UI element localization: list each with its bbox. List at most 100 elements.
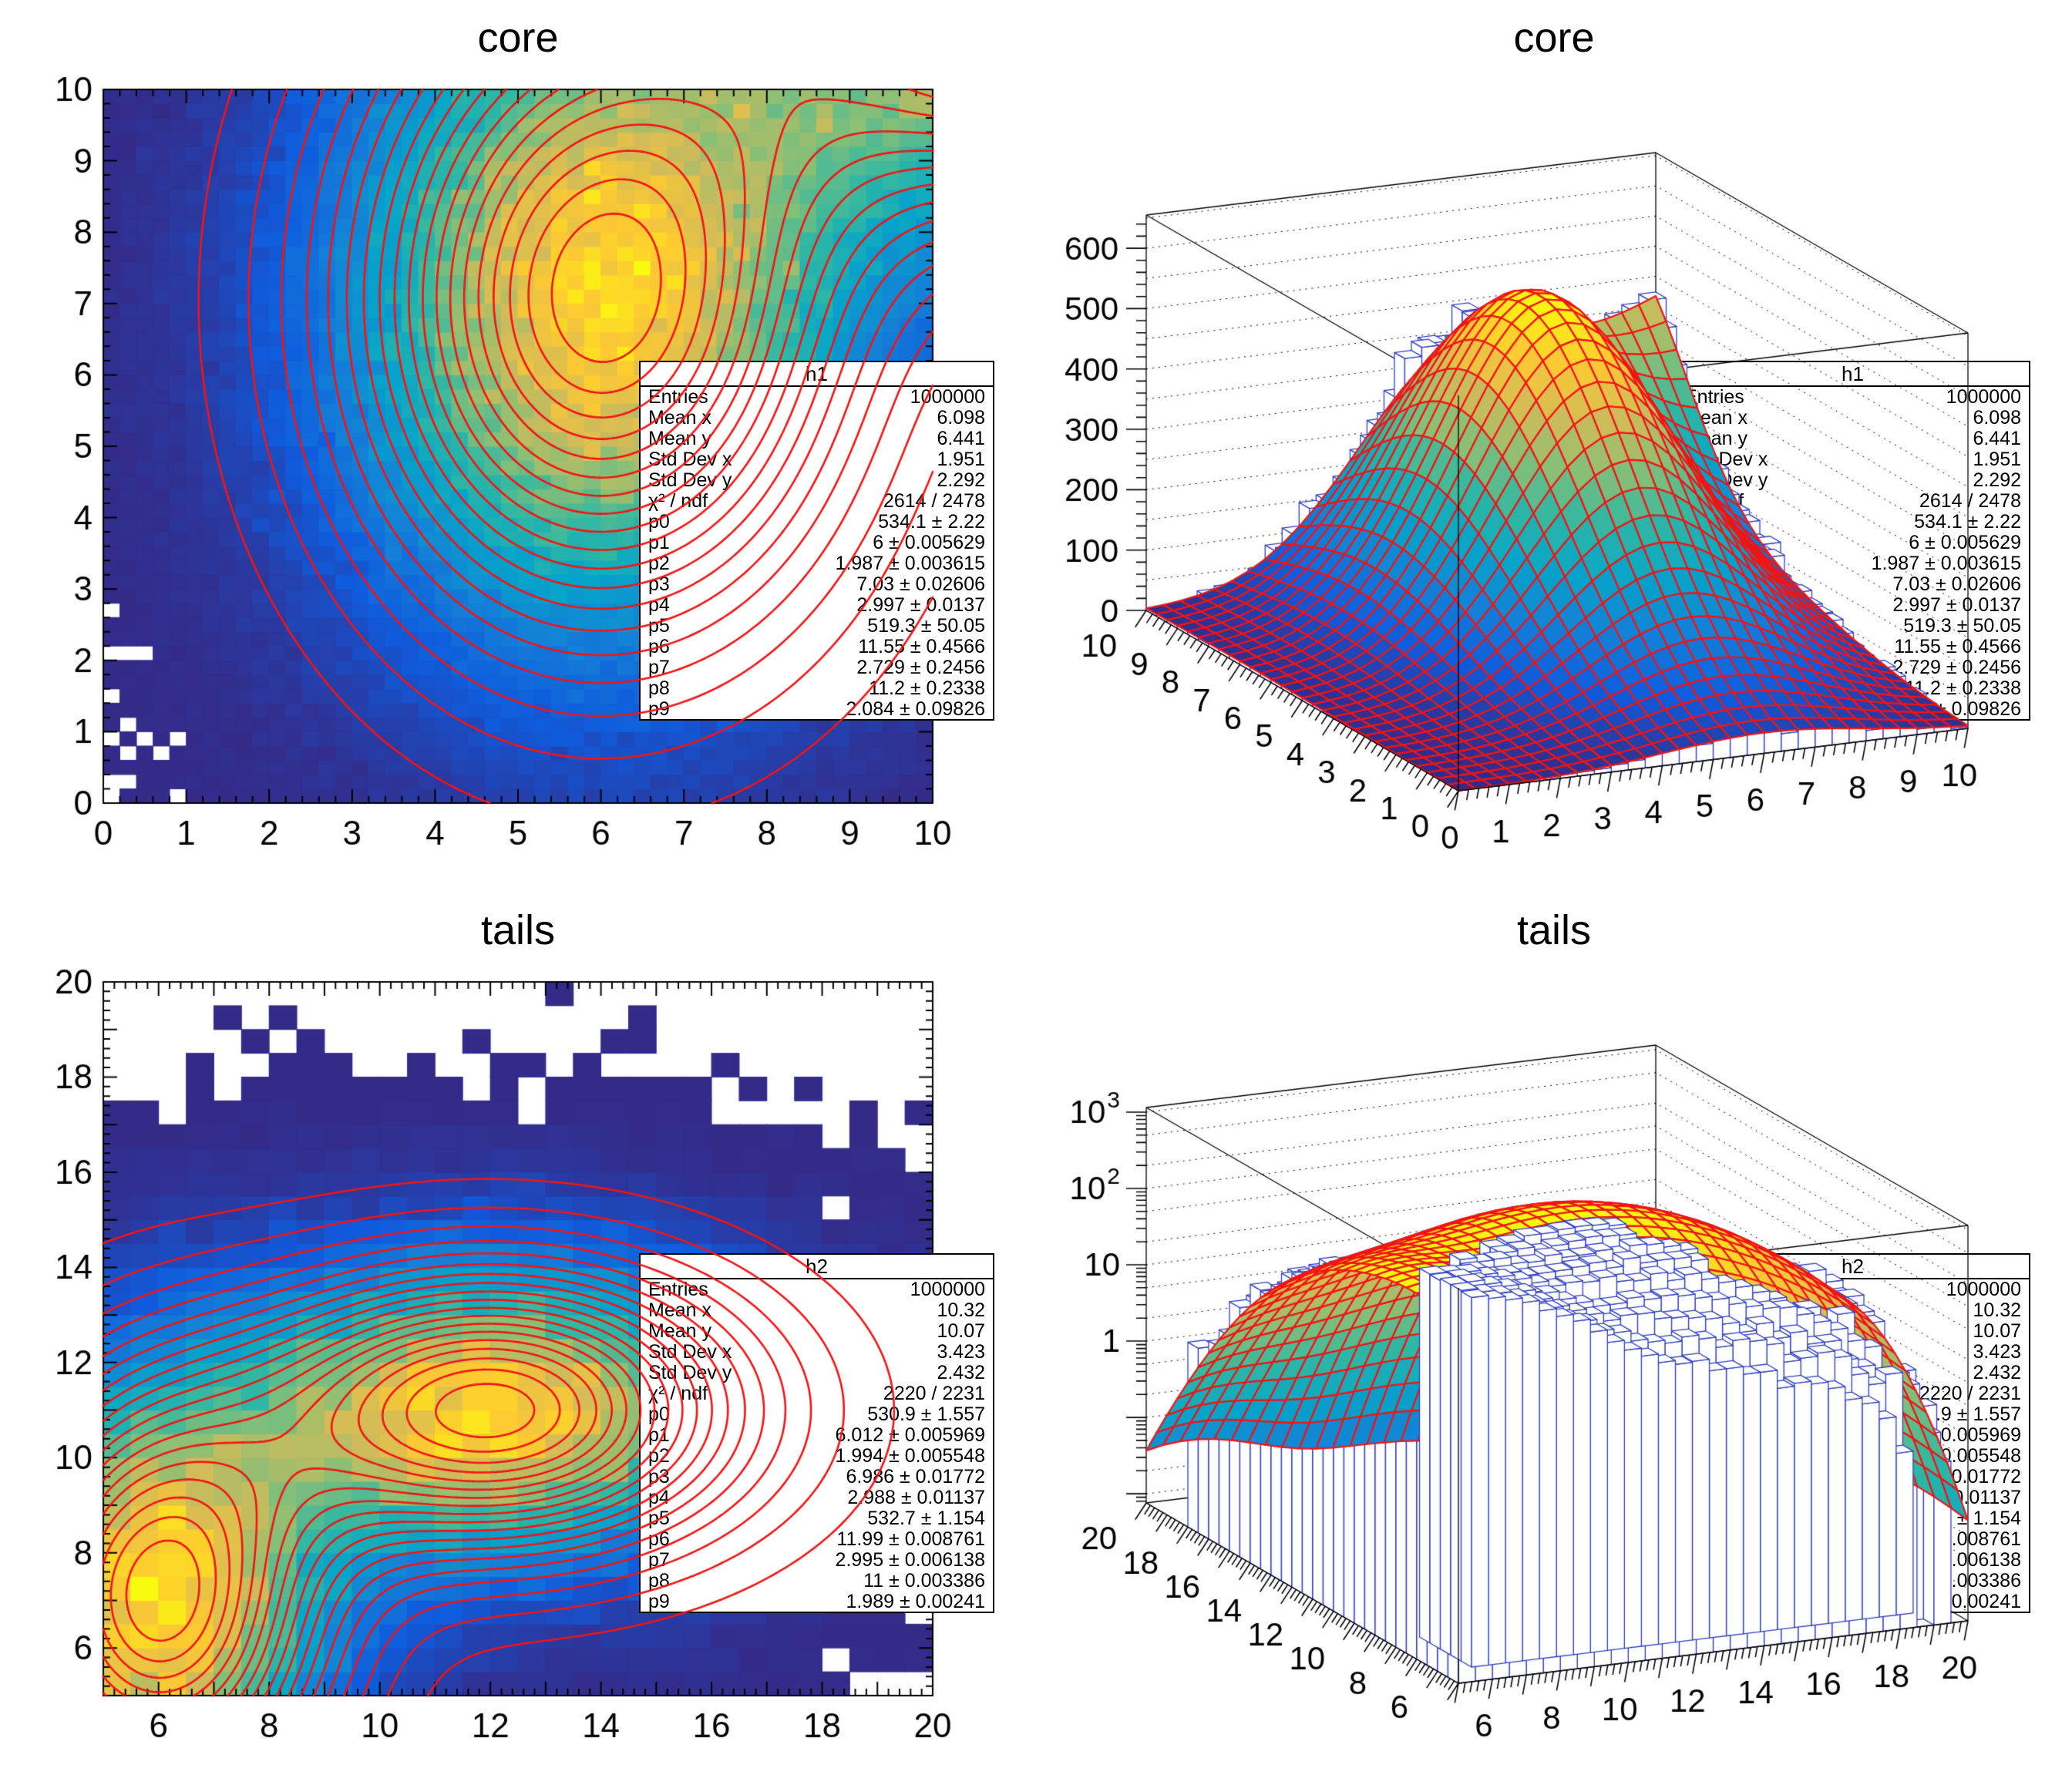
stat-row-value: 6.441 xyxy=(1973,428,2021,449)
stat-row-label: p9 xyxy=(648,698,670,720)
stat-row-label: p7 xyxy=(1684,1549,1706,1571)
stat-row-label: p2 xyxy=(648,553,670,574)
stat-row-label: χ² / ndf xyxy=(648,490,708,512)
stat-row-value: 3.423 xyxy=(937,1341,985,1363)
stat-row-label: p3 xyxy=(648,573,670,595)
stat-row-value: 534.1 ± 2.22 xyxy=(1914,511,2021,533)
pad-tails-surface: h2 Entries 1000000 Mean x 10.32 Mean y 10.07 S… xyxy=(1036,892,2072,1785)
stat-row-label: p7 xyxy=(648,657,670,678)
stat-row-value: 2.292 xyxy=(1973,469,2021,491)
stat-row-value: 2.997 ± 0.0137 xyxy=(856,594,985,616)
stat-row-label: χ² / ndf xyxy=(648,1383,708,1404)
stat-row-value: 2.292 xyxy=(937,469,985,491)
stat-row: p3 6.986 ± 0.01772 xyxy=(1677,1467,2029,1488)
stat-row-value: 2220 / 2231 xyxy=(1919,1383,2021,1404)
stat-row: p7 2.729 ± 0.2456 xyxy=(641,657,993,678)
stat-row-label: Std Dev x xyxy=(648,1341,732,1363)
statbox-title: h2 xyxy=(641,1255,993,1279)
stat-row-label: p1 xyxy=(1684,1424,1706,1446)
stat-row: p9 1.989 ± 0.00241 xyxy=(641,1592,993,1612)
stat-row: p1 6.012 ± 0.005969 xyxy=(641,1425,993,1446)
stat-row-label: p1 xyxy=(648,532,670,553)
pad-title-core-surface: core xyxy=(1513,15,1595,61)
stat-row-value: 534.1 ± 2.22 xyxy=(878,511,985,533)
stat-row-label: p6 xyxy=(648,636,670,657)
stat-row-value: 1000000 xyxy=(910,386,985,408)
stat-row-value: 1.989 ± 0.00241 xyxy=(846,1591,985,1612)
stat-row-value: 1.951 xyxy=(1973,449,2021,470)
pad-core-heatmap: h1 Entries 1000000 Mean x 6.098 Mean y 6.441 S… xyxy=(0,0,1036,892)
pad-core-surface: h1 Entries 1000000 Mean x 6.098 Mean y 6.441 S… xyxy=(1036,0,2072,892)
statbox-rows: Entries 1000000 Mean x 10.32 Mean y 10.07 Std … xyxy=(641,1279,993,1612)
stat-row: Std Dev y 2.432 xyxy=(641,1363,993,1383)
stat-row-label: p7 xyxy=(1684,657,1706,678)
stat-row-label: Entries xyxy=(648,1279,708,1300)
stat-row-value: 6.986 ± 0.01772 xyxy=(846,1466,985,1488)
stat-row: p4 2.997 ± 0.0137 xyxy=(641,595,993,616)
stat-row-label: Entries xyxy=(1684,386,1744,408)
stat-row: p8 11.2 ± 0.2338 xyxy=(1677,678,2029,699)
stat-row: p8 11 ± 0.003386 xyxy=(1677,1571,2029,1592)
stat-row: Mean x 6.098 xyxy=(641,408,993,429)
stat-row: Mean y 6.441 xyxy=(641,429,993,449)
stat-row: Mean y 10.07 xyxy=(1677,1321,2029,1342)
stat-row-label: p4 xyxy=(648,1487,670,1508)
stat-row-value: 2.729 ± 0.2456 xyxy=(1892,657,2021,678)
stat-row: p9 2.084 ± 0.09826 xyxy=(1677,699,2029,720)
stat-row: Entries 1000000 xyxy=(1677,1279,2029,1300)
stat-row: p0 530.9 ± 1.557 xyxy=(641,1404,993,1425)
stat-row-label: p4 xyxy=(1684,594,1706,616)
stat-row-label: p2 xyxy=(648,1445,670,1467)
stat-row-value: 6.012 ± 0.005969 xyxy=(1871,1424,2021,1446)
stat-row-value: 2.729 ± 0.2456 xyxy=(856,657,985,678)
stat-row-value: 2.084 ± 0.09826 xyxy=(846,698,985,720)
stat-row-label: Entries xyxy=(1684,1279,1744,1300)
stat-row: Mean x 6.098 xyxy=(1677,408,2029,429)
stat-row-value: 2220 / 2231 xyxy=(883,1383,985,1404)
stat-row-label: p8 xyxy=(648,1570,670,1592)
stat-row: p7 2.995 ± 0.006138 xyxy=(1677,1550,2029,1571)
stat-row-value: 7.03 ± 0.02606 xyxy=(1892,573,2021,595)
stat-row: p1 6 ± 0.005629 xyxy=(1677,533,2029,553)
stat-row: p2 1.987 ± 0.003615 xyxy=(641,553,993,574)
stat-row-label: χ² / ndf xyxy=(1684,490,1744,512)
stat-row-value: 10.07 xyxy=(1973,1320,2021,1342)
stat-row-value: 11 ± 0.003386 xyxy=(863,1570,985,1592)
stat-row-value: 1.989 ± 0.00241 xyxy=(1882,1591,2021,1612)
stat-row-label: χ² / ndf xyxy=(1684,1383,1744,1404)
stat-row: χ² / ndf 2220 / 2231 xyxy=(641,1383,993,1404)
stat-row-value: 1.994 ± 0.005548 xyxy=(1871,1445,2021,1467)
stat-row-value: 10.07 xyxy=(937,1320,985,1342)
stat-row-value: 6.098 xyxy=(937,407,985,429)
stat-row-value: 519.3 ± 50.05 xyxy=(1903,615,2021,637)
stat-row-label: Mean y xyxy=(648,1320,711,1342)
stat-row: p8 11.2 ± 0.2338 xyxy=(641,678,993,699)
stat-row: p7 2.729 ± 0.2456 xyxy=(1677,657,2029,678)
stat-row-value: 532.7 ± 1.154 xyxy=(867,1508,985,1529)
statbox-h2-heatmap: h2 Entries 1000000 Mean x 10.32 Mean y 10.07 S… xyxy=(639,1253,994,1613)
stat-row-value: 11.2 ± 0.2338 xyxy=(1905,677,2021,699)
pad-title-tails-surface: tails xyxy=(1516,907,1592,953)
stat-row-value: 6.441 xyxy=(937,428,985,449)
stat-row: p1 6 ± 0.005629 xyxy=(641,533,993,553)
stat-row: p8 11 ± 0.003386 xyxy=(641,1571,993,1592)
statbox-title: h1 xyxy=(641,362,993,387)
stat-row-label: p5 xyxy=(1684,615,1706,637)
stat-row: Entries 1000000 xyxy=(641,387,993,408)
stat-row-label: p9 xyxy=(1684,1591,1706,1612)
statbox-h1-heatmap: h1 Entries 1000000 Mean x 6.098 Mean y 6.441 S… xyxy=(639,361,994,721)
stat-row: p3 6.986 ± 0.01772 xyxy=(641,1467,993,1488)
stat-row-label: Mean y xyxy=(1684,1320,1747,1342)
stat-row-label: p9 xyxy=(648,1591,670,1612)
stat-row-label: p0 xyxy=(1684,1403,1706,1425)
stat-row: p4 2.988 ± 0.01137 xyxy=(1677,1488,2029,1508)
stat-row-label: p1 xyxy=(648,1424,670,1446)
stat-row-value: 11 ± 0.003386 xyxy=(1899,1570,2021,1592)
stat-row: p6 11.99 ± 0.008761 xyxy=(641,1529,993,1550)
stat-row-value: 2.995 ± 0.006138 xyxy=(1871,1549,2021,1571)
stat-row-label: Entries xyxy=(648,386,708,408)
stat-row-value: 1.994 ± 0.005548 xyxy=(835,1445,985,1467)
stat-row-label: p0 xyxy=(648,511,670,533)
stat-row: Entries 1000000 xyxy=(641,1279,993,1300)
stat-row: Mean y 6.441 xyxy=(1677,429,2029,449)
